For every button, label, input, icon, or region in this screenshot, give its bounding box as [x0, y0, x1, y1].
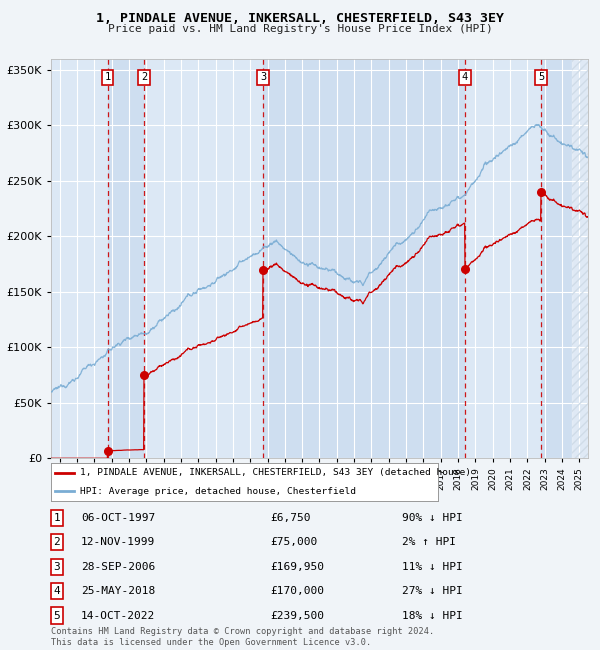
Text: Price paid vs. HM Land Registry's House Price Index (HPI): Price paid vs. HM Land Registry's House …: [107, 24, 493, 34]
Text: 1, PINDALE AVENUE, INKERSALL, CHESTERFIELD, S43 3EY (detached house): 1, PINDALE AVENUE, INKERSALL, CHESTERFIE…: [80, 469, 471, 478]
Text: 1: 1: [104, 73, 111, 83]
Text: 5: 5: [53, 610, 61, 621]
Text: 28-SEP-2006: 28-SEP-2006: [81, 562, 155, 571]
Text: 1, PINDALE AVENUE, INKERSALL, CHESTERFIELD, S43 3EY: 1, PINDALE AVENUE, INKERSALL, CHESTERFIE…: [96, 12, 504, 25]
Text: 1: 1: [53, 513, 61, 523]
Text: 2% ↑ HPI: 2% ↑ HPI: [402, 537, 456, 547]
Text: HPI: Average price, detached house, Chesterfield: HPI: Average price, detached house, Ches…: [80, 487, 356, 495]
Text: 25-MAY-2018: 25-MAY-2018: [81, 586, 155, 596]
Text: £75,000: £75,000: [270, 537, 317, 547]
Text: 3: 3: [53, 562, 61, 571]
Text: 12-NOV-1999: 12-NOV-1999: [81, 537, 155, 547]
Text: 27% ↓ HPI: 27% ↓ HPI: [402, 586, 463, 596]
Text: 06-OCT-1997: 06-OCT-1997: [81, 513, 155, 523]
Text: 2: 2: [141, 73, 147, 83]
Text: 3: 3: [260, 73, 266, 83]
Text: 14-OCT-2022: 14-OCT-2022: [81, 610, 155, 621]
Text: Contains HM Land Registry data © Crown copyright and database right 2024.
This d: Contains HM Land Registry data © Crown c…: [51, 627, 434, 647]
Text: 11% ↓ HPI: 11% ↓ HPI: [402, 562, 463, 571]
Text: 18% ↓ HPI: 18% ↓ HPI: [402, 610, 463, 621]
Bar: [263, 58, 465, 458]
Bar: [572, 58, 588, 458]
Bar: [541, 58, 588, 458]
Text: 4: 4: [462, 73, 468, 83]
Bar: [572, 58, 588, 458]
Text: £169,950: £169,950: [270, 562, 324, 571]
Text: 90% ↓ HPI: 90% ↓ HPI: [402, 513, 463, 523]
Bar: [107, 58, 144, 458]
Text: £239,500: £239,500: [270, 610, 324, 621]
Text: 4: 4: [53, 586, 61, 596]
Text: £170,000: £170,000: [270, 586, 324, 596]
Text: 5: 5: [538, 73, 544, 83]
Text: 2: 2: [53, 537, 61, 547]
Text: £6,750: £6,750: [270, 513, 311, 523]
